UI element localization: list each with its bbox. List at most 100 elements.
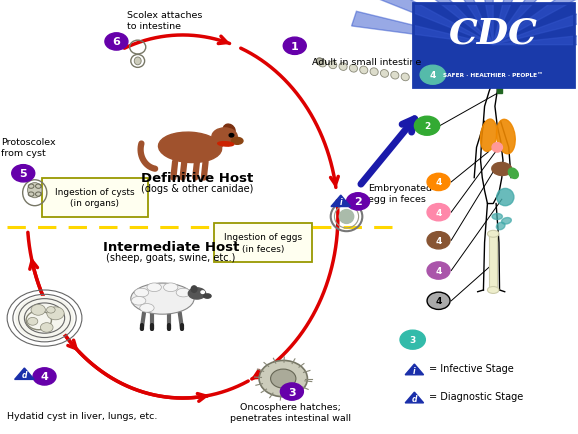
Ellipse shape — [188, 288, 206, 299]
Text: Scolex attaches
to intestine: Scolex attaches to intestine — [127, 11, 202, 31]
Text: Hydatid cyst in liver, lungs, etc.: Hydatid cyst in liver, lungs, etc. — [7, 411, 158, 420]
Text: 4: 4 — [435, 296, 442, 306]
Polygon shape — [493, 0, 578, 46]
Ellipse shape — [497, 189, 514, 206]
Circle shape — [400, 330, 425, 349]
FancyBboxPatch shape — [214, 224, 312, 262]
Text: Definitive Host: Definitive Host — [141, 172, 253, 185]
Ellipse shape — [480, 120, 497, 152]
Circle shape — [40, 323, 53, 332]
Ellipse shape — [203, 294, 211, 299]
Polygon shape — [393, 0, 493, 46]
Text: CDC: CDC — [449, 16, 538, 50]
Text: 4: 4 — [435, 266, 442, 276]
FancyBboxPatch shape — [497, 68, 502, 94]
Circle shape — [105, 34, 128, 51]
Circle shape — [259, 361, 307, 397]
Ellipse shape — [509, 169, 518, 179]
Circle shape — [420, 66, 446, 85]
Ellipse shape — [134, 58, 141, 66]
Text: 6: 6 — [113, 37, 120, 47]
Ellipse shape — [134, 289, 149, 297]
Circle shape — [16, 297, 73, 340]
Ellipse shape — [370, 69, 378, 76]
Polygon shape — [405, 392, 424, 403]
Text: 4: 4 — [435, 208, 442, 217]
Ellipse shape — [492, 143, 502, 153]
Text: 3: 3 — [288, 387, 296, 397]
Ellipse shape — [329, 62, 337, 69]
Text: Protoscolex
from cyst: Protoscolex from cyst — [1, 138, 56, 158]
Polygon shape — [493, 0, 538, 46]
Polygon shape — [366, 0, 493, 46]
FancyBboxPatch shape — [42, 178, 148, 217]
Text: Intermediate Host: Intermediate Host — [103, 241, 239, 253]
Ellipse shape — [223, 125, 235, 137]
Polygon shape — [14, 368, 34, 379]
Text: (sheep, goats, swine, etc.): (sheep, goats, swine, etc.) — [106, 253, 236, 263]
Text: = Infective Stage: = Infective Stage — [429, 363, 513, 373]
Polygon shape — [493, 30, 578, 46]
Ellipse shape — [318, 60, 327, 68]
Ellipse shape — [28, 183, 42, 198]
Ellipse shape — [401, 74, 409, 82]
Polygon shape — [430, 0, 493, 46]
Polygon shape — [351, 12, 493, 46]
Ellipse shape — [487, 287, 499, 294]
Circle shape — [28, 318, 38, 326]
Circle shape — [347, 193, 369, 210]
Ellipse shape — [380, 70, 388, 78]
Text: Oncosphere hatches;
penetrates intestinal wall: Oncosphere hatches; penetrates intestina… — [229, 402, 351, 422]
Ellipse shape — [502, 218, 512, 224]
Ellipse shape — [131, 283, 194, 315]
Ellipse shape — [176, 289, 191, 297]
Circle shape — [47, 307, 64, 320]
Circle shape — [427, 262, 450, 279]
Polygon shape — [493, 0, 578, 46]
Ellipse shape — [164, 283, 178, 292]
Circle shape — [271, 369, 296, 388]
Ellipse shape — [494, 41, 523, 58]
Circle shape — [427, 204, 450, 221]
Text: d: d — [21, 370, 27, 379]
Ellipse shape — [212, 128, 237, 146]
Text: i: i — [339, 198, 342, 207]
Circle shape — [31, 305, 46, 316]
Ellipse shape — [487, 231, 499, 238]
Ellipse shape — [497, 120, 515, 155]
Circle shape — [47, 307, 55, 313]
Polygon shape — [405, 364, 424, 375]
Text: SAFER · HEALTHIER · PEOPLE™: SAFER · HEALTHIER · PEOPLE™ — [443, 72, 543, 78]
Polygon shape — [473, 0, 493, 46]
Ellipse shape — [339, 63, 347, 71]
Ellipse shape — [492, 214, 502, 220]
Text: Ingestion of eggs
(in feces): Ingestion of eggs (in feces) — [224, 233, 302, 253]
Ellipse shape — [147, 283, 161, 292]
Ellipse shape — [140, 304, 154, 312]
Text: Embryonated
egg in feces: Embryonated egg in feces — [368, 183, 432, 203]
Polygon shape — [493, 0, 578, 46]
Circle shape — [427, 293, 450, 310]
Text: 4: 4 — [435, 236, 442, 245]
Ellipse shape — [492, 163, 512, 176]
Circle shape — [283, 38, 306, 55]
Ellipse shape — [339, 210, 354, 224]
Ellipse shape — [231, 138, 243, 145]
Circle shape — [280, 383, 303, 400]
Circle shape — [414, 117, 440, 136]
Ellipse shape — [191, 286, 197, 293]
Ellipse shape — [158, 133, 221, 163]
Text: 2: 2 — [354, 197, 362, 207]
Circle shape — [201, 291, 205, 294]
Circle shape — [229, 134, 234, 138]
Polygon shape — [331, 196, 350, 207]
FancyBboxPatch shape — [413, 3, 574, 88]
Circle shape — [427, 232, 450, 250]
Ellipse shape — [360, 67, 368, 75]
Circle shape — [33, 368, 56, 385]
Text: = Diagnostic Stage: = Diagnostic Stage — [429, 391, 523, 401]
Text: 3: 3 — [410, 335, 416, 345]
Text: 4: 4 — [435, 178, 442, 187]
Text: 2: 2 — [424, 122, 430, 131]
Text: 1: 1 — [291, 42, 299, 52]
